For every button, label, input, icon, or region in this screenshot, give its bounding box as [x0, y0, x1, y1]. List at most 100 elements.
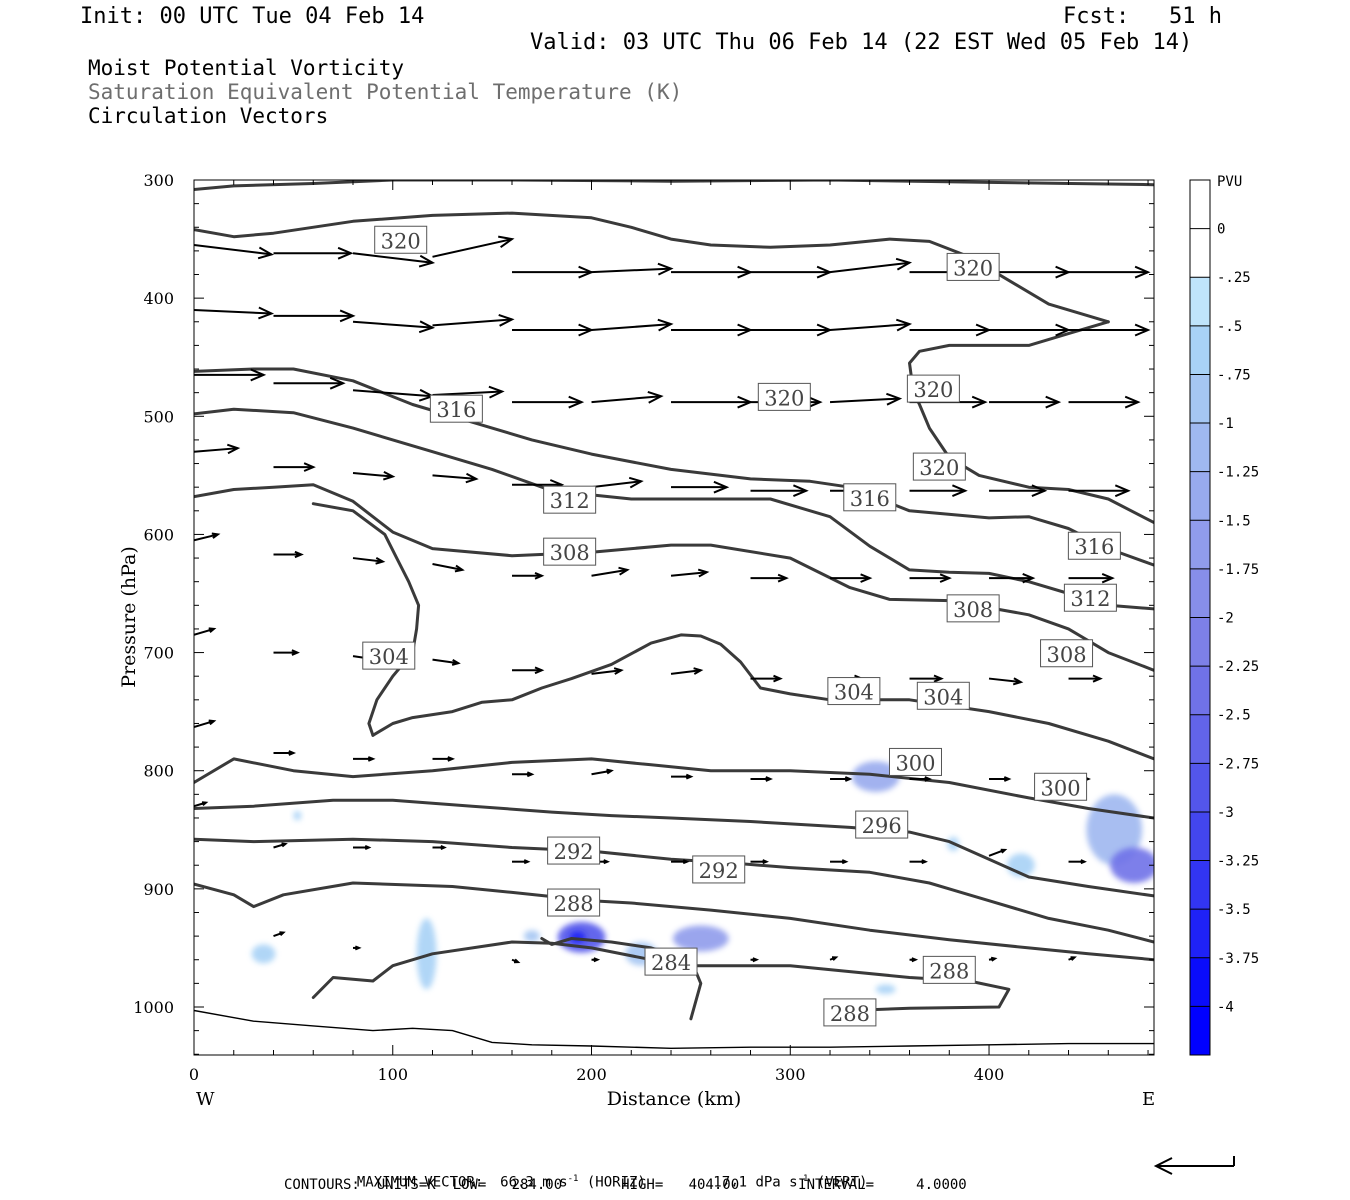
contour-label-text: 308: [550, 541, 590, 565]
vector-87: [432, 844, 447, 851]
contour-label-box: [1034, 772, 1088, 801]
vector-shaft: [829, 261, 910, 274]
vector-head: [606, 768, 614, 775]
x-tick-label-100: 100: [377, 1065, 408, 1084]
contour-label-text: 292: [554, 840, 594, 864]
contour-line-296: [194, 798, 1154, 898]
vector-head: [418, 320, 436, 334]
vector-49: [273, 550, 304, 559]
vector-73: [273, 750, 297, 756]
vector-79: [750, 776, 773, 782]
vector-shaft: [591, 267, 672, 274]
vector-55: [750, 573, 789, 583]
vector-shaft: [432, 474, 477, 480]
vector-head: [337, 246, 354, 260]
contour-label-20: 292: [692, 855, 746, 884]
vector-82: [989, 776, 1012, 782]
vector-shaft: [432, 238, 513, 258]
vector-head: [339, 309, 356, 323]
vector-head: [354, 945, 362, 951]
vector-head: [367, 756, 376, 762]
contour-line-320c: [908, 320, 1154, 525]
x-tick-label-0: 0: [189, 1065, 199, 1084]
vector-27: [432, 385, 505, 399]
contour-label-3: 320: [757, 382, 811, 411]
vector-77: [591, 768, 614, 776]
vector-head: [713, 480, 730, 494]
contour-label-text: 312: [550, 489, 590, 513]
colorbar-swatch-12: [1190, 763, 1210, 812]
colorbar-level-label: -.25: [1217, 270, 1251, 286]
vector-57: [909, 573, 952, 583]
vector-head: [613, 667, 624, 675]
contour-label-box: [374, 225, 428, 254]
contour-label-text: 316: [436, 398, 476, 422]
contour-label-box: [547, 836, 601, 865]
circulation-vectors: [194, 235, 1151, 964]
vector-head: [952, 484, 968, 498]
vector-shaft: [352, 557, 383, 563]
colorbar-swatch-15: [1190, 909, 1210, 958]
contour-label-text: 316: [1074, 535, 1114, 559]
vector-head: [279, 931, 286, 937]
vector-34: [989, 395, 1062, 409]
contour-label-21: 288: [547, 888, 601, 917]
contour-label-box: [946, 252, 1000, 281]
contour-label-4: 320: [906, 374, 960, 403]
contour-label-6: 312: [543, 485, 597, 514]
colorbar-level-label: 0: [1217, 222, 1225, 238]
vector-head: [618, 566, 630, 576]
contour-label-text: 320: [919, 456, 959, 480]
vector-head: [939, 573, 952, 583]
colorbar-swatch-6: [1190, 471, 1210, 521]
vector-25: [273, 376, 346, 390]
vector-6: [671, 265, 754, 279]
contour-label-box: [827, 677, 881, 706]
vector-shaft: [194, 627, 215, 636]
vector-head: [294, 550, 304, 559]
vector-66: [670, 667, 704, 675]
pv-blob-12: [293, 810, 302, 821]
vector-75: [432, 756, 456, 762]
colorbar-swatch-16: [1190, 957, 1210, 1007]
vector-head: [1003, 776, 1012, 782]
vector-11: [1068, 265, 1151, 279]
vector-shaft: [194, 533, 219, 542]
vector-head: [793, 484, 809, 498]
colorbar-swatch-3: [1190, 325, 1210, 375]
contour-label-box: [912, 452, 966, 481]
contour-label-text: 288: [554, 892, 594, 916]
contour-label-24: 288: [823, 998, 877, 1027]
vector-13: [273, 309, 356, 323]
contour-label-1: 320: [946, 252, 1000, 281]
vector-shaft: [591, 323, 672, 332]
vector-head: [568, 395, 585, 409]
vector-3: [432, 235, 515, 258]
vector-head: [1124, 395, 1141, 409]
vector-head: [208, 719, 217, 726]
y-tick-label-700: 700: [143, 644, 174, 663]
vector-97: [353, 945, 362, 951]
colorbar-swatch-14: [1190, 860, 1210, 910]
vector-shaft: [352, 320, 433, 329]
colorbar-swatch-0: [1190, 180, 1210, 229]
vector-45: [909, 484, 968, 498]
contour-line-288: [194, 881, 1154, 962]
contour-label-box: [1067, 531, 1121, 560]
contour-label-box: [1040, 639, 1094, 668]
vector-42: [671, 480, 730, 494]
vector-38: [352, 471, 396, 481]
contour-label-15: 304: [916, 681, 970, 710]
pv-blob-10: [875, 984, 896, 995]
contour-label-text: 320: [764, 386, 804, 410]
vector-76: [512, 771, 535, 778]
max-vector-horiz: (HORIZ): [578, 1174, 646, 1191]
vector-61: [273, 649, 300, 656]
vector-shaft: [194, 720, 215, 728]
contour-label-box: [757, 382, 811, 411]
colorbar-swatch-10: [1190, 666, 1210, 715]
max-vector-unit-exp: -1: [567, 1174, 579, 1184]
colorbar-level-label: -2.5: [1217, 708, 1251, 724]
vector-head: [257, 246, 275, 260]
colorbar-swatch-8: [1190, 568, 1210, 618]
